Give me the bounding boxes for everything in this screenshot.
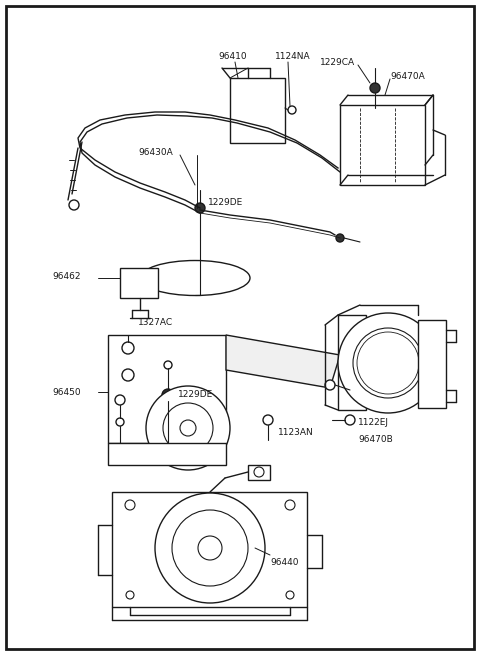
Circle shape [155, 493, 265, 603]
Bar [248, 465, 270, 480]
Circle shape [336, 234, 344, 242]
Circle shape [162, 389, 174, 401]
Text: 1229CA: 1229CA [320, 58, 355, 67]
Text: 1123AN: 1123AN [278, 428, 314, 437]
Circle shape [195, 203, 205, 213]
Bar [418, 320, 446, 408]
Circle shape [126, 591, 134, 599]
Circle shape [125, 500, 135, 510]
Circle shape [122, 369, 134, 381]
Circle shape [353, 328, 423, 398]
Bar [108, 443, 226, 465]
Circle shape [115, 395, 125, 405]
Circle shape [370, 83, 380, 93]
Circle shape [164, 361, 172, 369]
Text: 1327AC: 1327AC [138, 318, 173, 327]
Circle shape [369, 344, 407, 382]
Text: 96410: 96410 [218, 52, 247, 61]
Text: 96440: 96440 [270, 558, 299, 567]
Circle shape [146, 386, 230, 470]
Text: 1229DE: 1229DE [208, 198, 243, 207]
Circle shape [122, 342, 134, 354]
Circle shape [373, 348, 403, 378]
Circle shape [345, 415, 355, 425]
Circle shape [180, 420, 196, 436]
Text: 96470A: 96470A [390, 72, 425, 81]
Text: 1124NA: 1124NA [275, 52, 311, 61]
Circle shape [338, 313, 438, 413]
Circle shape [361, 336, 415, 390]
Bar [108, 335, 226, 443]
Circle shape [172, 510, 248, 586]
Ellipse shape [140, 261, 250, 295]
Text: 96462: 96462 [52, 272, 81, 281]
Circle shape [116, 418, 124, 426]
Circle shape [163, 403, 213, 453]
Circle shape [69, 200, 79, 210]
Text: 96430A: 96430A [138, 148, 173, 157]
Circle shape [286, 591, 294, 599]
Circle shape [254, 467, 264, 477]
Text: 96470B: 96470B [358, 435, 393, 444]
Circle shape [357, 332, 419, 394]
Bar [338, 315, 366, 410]
Bar [230, 78, 285, 143]
Bar [112, 492, 307, 607]
Circle shape [263, 415, 273, 425]
Circle shape [325, 380, 335, 390]
Text: 96450: 96450 [52, 388, 81, 397]
Circle shape [285, 500, 295, 510]
Bar [120, 268, 158, 298]
Circle shape [198, 536, 222, 560]
Text: 1229DE: 1229DE [178, 390, 213, 399]
Text: 1122EJ: 1122EJ [358, 418, 389, 427]
Circle shape [365, 340, 411, 386]
Bar [340, 105, 425, 185]
Polygon shape [226, 335, 340, 388]
Circle shape [288, 106, 296, 114]
